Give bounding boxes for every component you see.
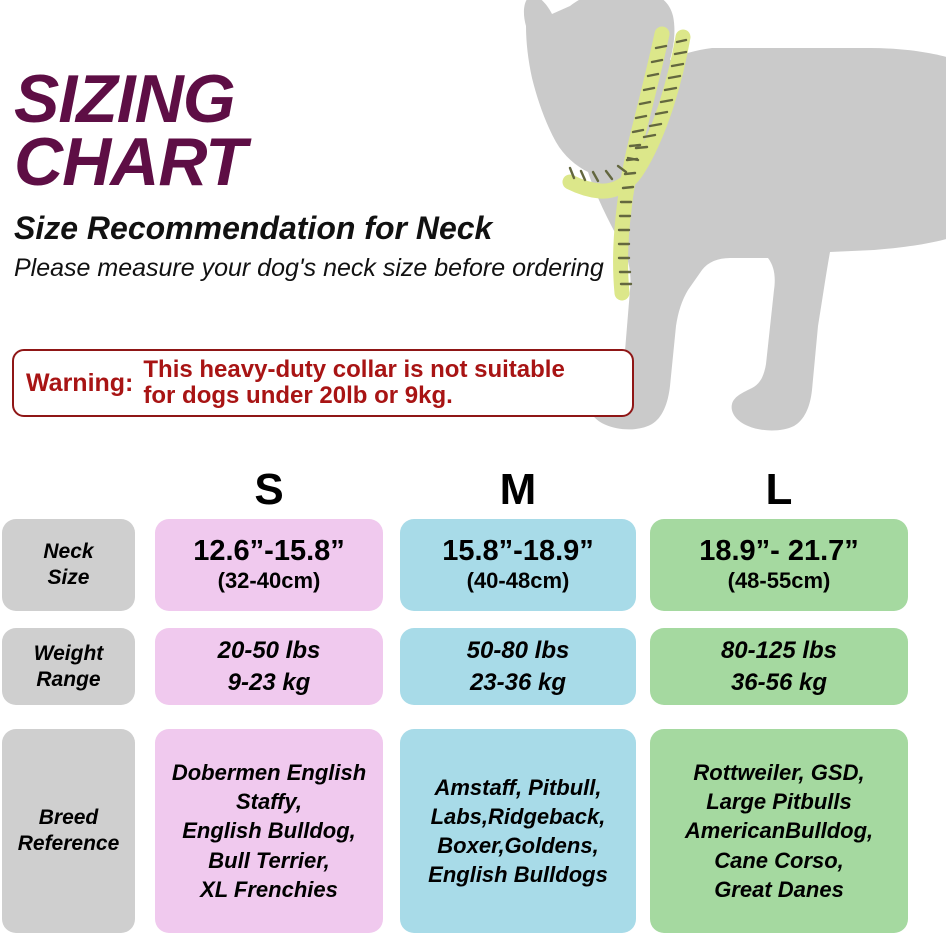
breed-line-s-2: Staffy,: [235, 789, 302, 815]
neck-size-inches-m: 15.8”-18.9”: [442, 534, 594, 567]
breed-line-l-3: AmericanBulldog,: [684, 818, 874, 844]
weight-kg-m: 23-36 kg: [469, 668, 567, 696]
measure-instruction: Please measure your dog's neck size befo…: [14, 254, 604, 283]
weight-range-cell-l: 80-125 lbs 36-56 kg: [650, 628, 908, 705]
row-label-breed-line2: Reference: [17, 832, 120, 855]
breed-line-l-4: Cane Corso,: [714, 847, 844, 873]
row-label-neck-line1: Neck: [43, 540, 94, 564]
neck-size-cell-m: 15.8”-18.9” (40-48cm): [400, 519, 636, 611]
neck-size-cm-s: (32-40cm): [217, 567, 321, 593]
weight-kg-l: 36-56 kg: [730, 668, 828, 696]
weight-lbs-l: 80-125 lbs: [720, 637, 838, 665]
neck-size-inches-s: 12.6”-15.8”: [193, 534, 345, 567]
breed-line-m-3: Boxer,Goldens,: [437, 833, 599, 858]
breed-line-s-5: XL Frenchies: [200, 876, 338, 902]
weight-lbs-m: 50-80 lbs: [466, 637, 570, 665]
page-title-line2: CHART: [14, 124, 247, 201]
row-label-weight-line2: Range: [36, 667, 101, 691]
breed-line-m-2: Labs,Ridgeback,: [430, 803, 606, 829]
breed-reference-cell-m: Amstaff, Pitbull, Labs,Ridgeback, Boxer,…: [400, 729, 636, 933]
row-label-neck-size: Neck Size: [2, 519, 135, 611]
row-label-neck-line2: Size: [47, 566, 90, 589]
breed-reference-cell-s: Dobermen English Staffy, English Bulldog…: [155, 729, 383, 933]
warning-box: Warning: This heavy-duty collar is not s…: [12, 349, 634, 417]
size-header-l: L: [765, 465, 793, 514]
breed-reference-cell-l: Rottweiler, GSD, Large Pitbulls American…: [650, 729, 908, 933]
warning-message-line2: for dogs under 20lb or 9kg.: [143, 382, 453, 409]
size-header-s: S: [254, 465, 284, 514]
weight-lbs-s: 20-50 lbs: [217, 637, 321, 665]
breed-line-m-4: English Bulldogs: [428, 862, 608, 888]
breed-line-s-1: Dobermen English: [171, 759, 367, 785]
breed-line-l-5: Great Danes: [714, 876, 844, 902]
row-label-weight-line1: Weight: [33, 641, 104, 665]
subtitle: Size Recommendation for Neck: [14, 210, 493, 247]
weight-range-cell-m: 50-80 lbs 23-36 kg: [400, 628, 636, 705]
breed-line-m-1: Amstaff, Pitbull,: [434, 774, 602, 800]
breed-line-l-2: Large Pitbulls: [706, 789, 852, 815]
breed-line-l-1: Rottweiler, GSD,: [693, 759, 865, 785]
warning-message: This heavy-duty collar is not suitable f…: [143, 357, 632, 409]
neck-size-cm-m: (40-48cm): [466, 567, 570, 593]
weight-range-cell-s: 20-50 lbs 9-23 kg: [155, 628, 383, 705]
neck-size-cm-l: (48-55cm): [727, 567, 831, 593]
neck-size-inches-l: 18.9”- 21.7”: [699, 534, 859, 567]
neck-size-cell-l: 18.9”- 21.7” (48-55cm): [650, 519, 908, 611]
size-header-m: M: [499, 465, 537, 514]
warning-message-line1: This heavy-duty collar is not suitable: [143, 356, 565, 384]
page-title-line1: SIZING: [14, 61, 236, 137]
breed-line-s-4: Bull Terrier,: [208, 847, 330, 873]
weight-kg-s: 9-23 kg: [227, 668, 311, 696]
row-label-breed-line1: Breed: [38, 806, 99, 830]
warning-label: Warning:: [26, 368, 134, 397]
neck-size-cell-s: 12.6”-15.8” (32-40cm): [155, 519, 383, 611]
row-label-weight-range: Weight Range: [2, 628, 135, 705]
headline-block: SIZING CHART Size Recommendation for Nec…: [14, 61, 674, 283]
row-label-breed-reference: Breed Reference: [2, 729, 135, 933]
size-header-row: S M L: [0, 466, 946, 514]
breed-line-s-3: English Bulldog,: [182, 818, 356, 844]
